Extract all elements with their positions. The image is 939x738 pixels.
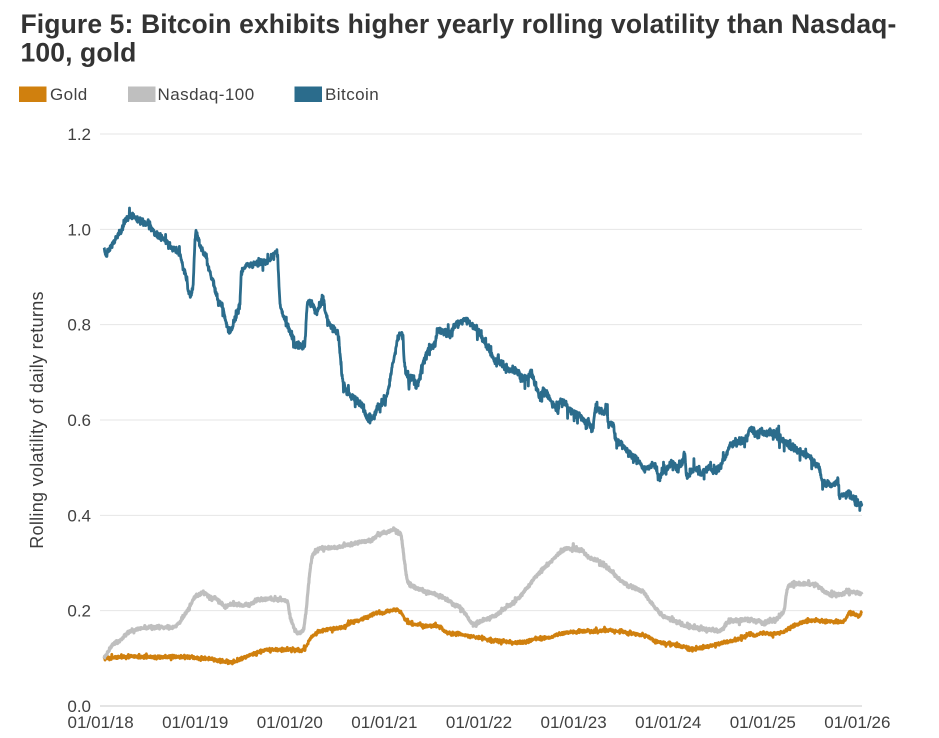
svg-text:01/01/19: 01/01/19 [162,713,228,732]
svg-text:Figure 5: Bitcoin exhibits hig: Figure 5: Bitcoin exhibits higher yearly… [21,9,897,39]
svg-text:1.0: 1.0 [67,220,91,239]
svg-text:Gold: Gold [50,85,88,104]
svg-text:0.0: 0.0 [67,697,91,716]
svg-text:01/01/23: 01/01/23 [541,713,607,732]
svg-text:01/01/26: 01/01/26 [824,713,890,732]
svg-text:0.2: 0.2 [67,602,91,621]
svg-text:Nasdaq-100: Nasdaq-100 [158,85,255,104]
svg-text:Bitcoin: Bitcoin [325,85,379,104]
svg-text:0.4: 0.4 [67,506,91,525]
svg-text:Rolling volatility of daily re: Rolling volatility of daily returns [27,291,47,549]
svg-text:0.8: 0.8 [67,316,91,335]
svg-text:01/01/21: 01/01/21 [351,713,417,732]
svg-text:100, gold: 100, gold [21,38,137,68]
svg-text:01/01/24: 01/01/24 [635,713,701,732]
svg-text:01/01/20: 01/01/20 [257,713,323,732]
svg-text:01/01/22: 01/01/22 [446,713,512,732]
svg-text:1.2: 1.2 [67,125,91,144]
svg-text:01/01/18: 01/01/18 [68,713,134,732]
svg-text:01/01/25: 01/01/25 [730,713,796,732]
svg-text:0.6: 0.6 [67,411,91,430]
